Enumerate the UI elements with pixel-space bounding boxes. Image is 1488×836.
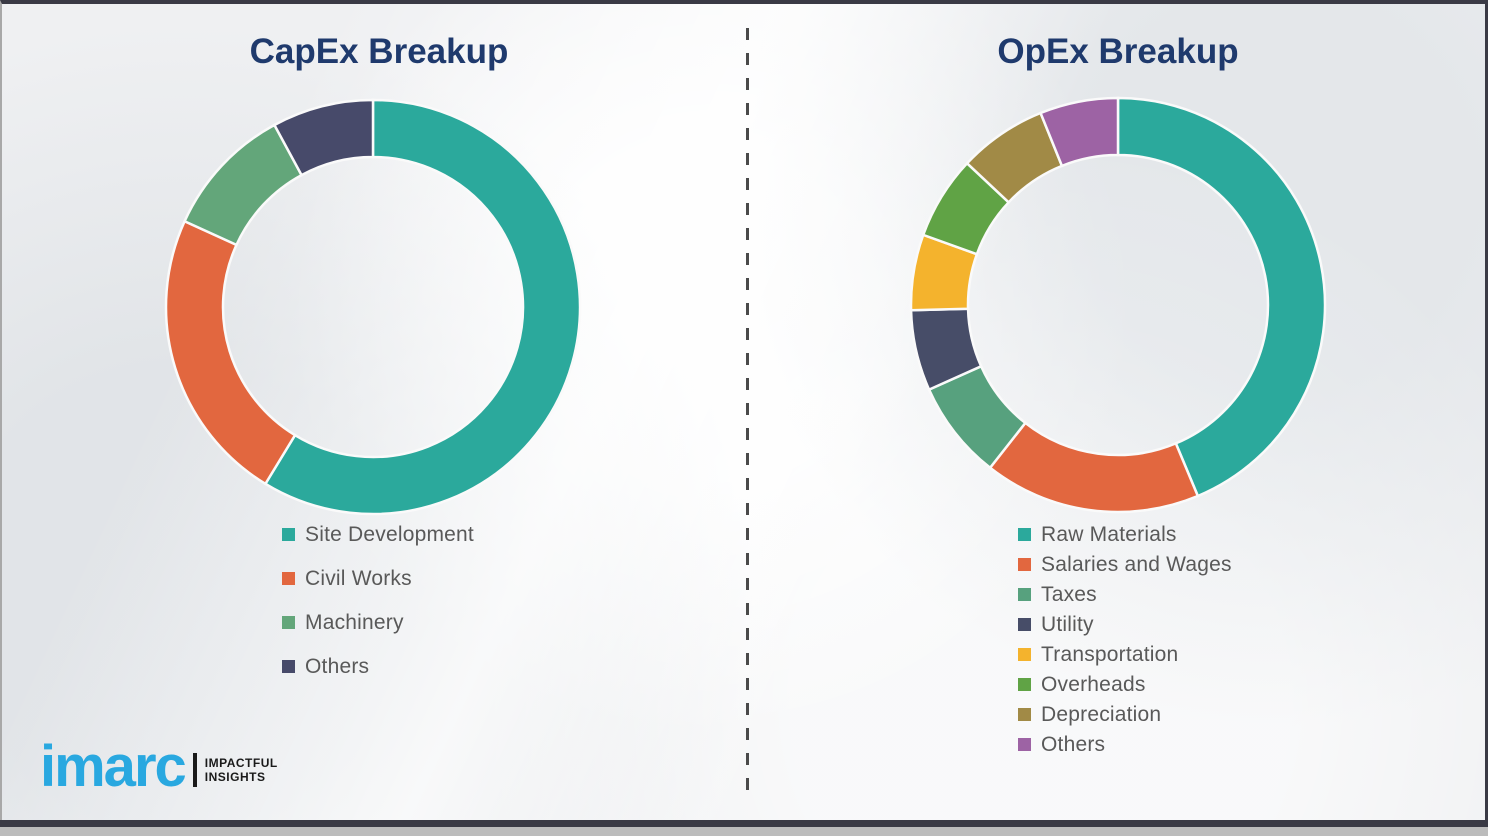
legend-item-civil-works: Civil Works bbox=[282, 567, 474, 589]
legend-label: Civil Works bbox=[305, 566, 412, 590]
dashed-divider-line bbox=[746, 28, 749, 796]
logo-tagline: IMPACTFUL INSIGHTS bbox=[205, 756, 278, 785]
legend-swatch bbox=[282, 659, 295, 673]
legend-item-raw-materials: Raw Materials bbox=[1018, 523, 1232, 545]
legend-label: Taxes bbox=[1041, 582, 1097, 606]
capex-donut-chart bbox=[164, 98, 582, 516]
legend-label: Machinery bbox=[305, 610, 404, 634]
legend-label: Depreciation bbox=[1041, 702, 1162, 726]
legend-label: Utility bbox=[1041, 612, 1094, 636]
legend-label: Transportation bbox=[1041, 642, 1179, 666]
legend-item-others: Others bbox=[1018, 733, 1232, 755]
legend-item-depreciation: Depreciation bbox=[1018, 703, 1232, 725]
donut-segment-salaries-and-wages bbox=[988, 421, 1200, 514]
legend-item-overheads: Overheads bbox=[1018, 673, 1232, 695]
legend-swatch bbox=[1018, 617, 1031, 631]
donut-segment-others bbox=[272, 98, 375, 177]
legend-item-taxes: Taxes bbox=[1018, 583, 1232, 605]
window-edge-strip bbox=[0, 827, 1488, 836]
capex-chart-title: CapEx Breakup bbox=[249, 32, 509, 71]
legend-swatch bbox=[1018, 737, 1031, 751]
legend-swatch bbox=[1018, 677, 1031, 691]
donut-segment-raw-materials bbox=[1116, 96, 1327, 498]
logo-tagline-line2: INSIGHTS bbox=[204, 770, 266, 784]
legend-label: Overheads bbox=[1041, 672, 1146, 696]
legend-label: Site Development bbox=[305, 522, 474, 546]
opex-donut-chart bbox=[909, 96, 1327, 514]
legend-item-transportation: Transportation bbox=[1018, 643, 1232, 665]
capex-legend: Site Development Civil Works Machinery O… bbox=[282, 523, 474, 699]
legend-swatch bbox=[282, 527, 295, 541]
donut-segment-others bbox=[1038, 96, 1120, 168]
legend-item-others: Others bbox=[282, 655, 474, 677]
logo-divider-bar bbox=[192, 753, 197, 787]
imarc-logo: imarc IMPACTFUL INSIGHTS bbox=[40, 738, 278, 796]
legend-swatch bbox=[282, 615, 295, 629]
legend-swatch bbox=[1018, 587, 1031, 601]
opex-chart-title: OpEx Breakup bbox=[997, 32, 1239, 71]
legend-label: Raw Materials bbox=[1041, 522, 1177, 546]
bottom-border-strip bbox=[0, 820, 1488, 827]
legend-swatch bbox=[1018, 707, 1031, 721]
legend-label: Others bbox=[305, 654, 370, 678]
legend-swatch bbox=[282, 571, 295, 585]
opex-legend: Raw Materials Salaries and Wages Taxes U… bbox=[1018, 523, 1232, 763]
legend-swatch bbox=[1018, 557, 1031, 571]
legend-item-site-development: Site Development bbox=[282, 523, 474, 545]
donut-segment-civil-works bbox=[164, 219, 297, 486]
legend-swatch bbox=[1018, 527, 1031, 541]
legend-item-salaries-and-wages: Salaries and Wages bbox=[1018, 553, 1232, 575]
logo-tagline-line1: IMPACTFUL bbox=[204, 755, 278, 770]
legend-item-machinery: Machinery bbox=[282, 611, 474, 633]
donut-segment-site-development bbox=[263, 98, 582, 516]
legend-label: Salaries and Wages bbox=[1041, 552, 1232, 576]
imarc-logo-wordmark: imarc bbox=[40, 734, 187, 799]
legend-label: Others bbox=[1041, 732, 1106, 756]
legend-item-utility: Utility bbox=[1018, 613, 1232, 635]
legend-swatch bbox=[1018, 647, 1031, 661]
